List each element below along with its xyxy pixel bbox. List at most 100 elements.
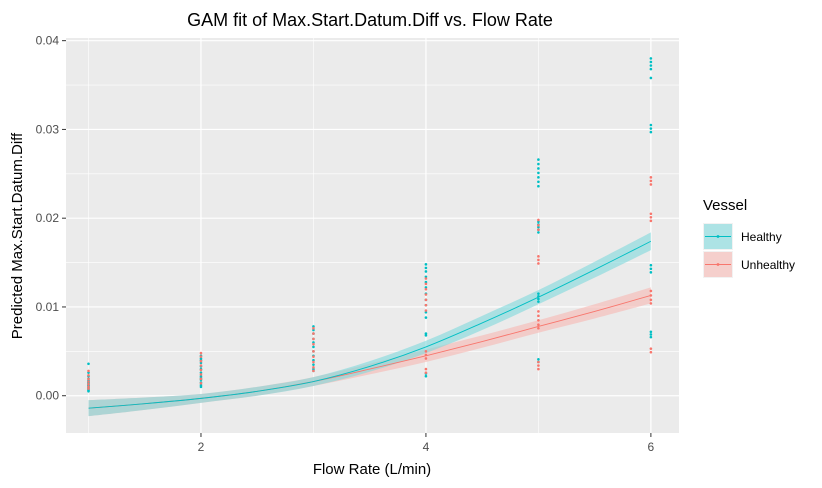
data-point-unhealthy — [87, 382, 90, 386]
data-point-unhealthy — [649, 298, 653, 302]
legend-title: Vessel — [703, 197, 747, 214]
data-point-healthy — [424, 374, 428, 378]
data-point-unhealthy — [199, 364, 203, 367]
data-point-unhealthy — [537, 364, 540, 367]
data-point-unhealthy — [87, 377, 90, 381]
data-point-unhealthy — [312, 360, 315, 364]
y-axis-title: Predicted Max.Start.Datum.Diff — [9, 132, 26, 339]
confidence-band-healthy — [88, 232, 651, 417]
x-tick-label: 4 — [423, 440, 430, 454]
data-point-unhealthy — [199, 359, 203, 363]
legend-key-point — [716, 235, 720, 238]
y-tick-label: 0.00 — [36, 389, 60, 403]
data-point-unhealthy — [537, 367, 540, 371]
data-point-healthy — [537, 358, 540, 361]
data-point-unhealthy — [537, 326, 540, 330]
data-point-unhealthy — [87, 374, 90, 377]
data-point-healthy — [312, 363, 315, 366]
x-axis-title: Flow Rate (L/min) — [313, 461, 431, 478]
data-point-unhealthy — [649, 350, 653, 354]
data-point-healthy — [537, 300, 540, 303]
data-point-healthy — [424, 263, 428, 266]
data-point-unhealthy — [199, 381, 203, 385]
data-point-unhealthy — [424, 303, 428, 307]
data-point-healthy — [649, 271, 653, 274]
data-point-healthy — [537, 162, 540, 166]
data-point-unhealthy — [312, 326, 315, 330]
data-point-healthy — [649, 330, 653, 334]
data-point-unhealthy — [87, 387, 90, 390]
data-point-unhealthy — [424, 282, 428, 286]
data-point-unhealthy — [537, 314, 540, 318]
data-point-healthy — [537, 158, 540, 161]
legend-key-point — [716, 263, 720, 266]
data-point-unhealthy — [649, 176, 653, 179]
data-point-unhealthy — [649, 183, 653, 186]
data-point-healthy — [537, 231, 540, 234]
data-point-healthy — [649, 67, 653, 71]
data-points — [87, 57, 653, 393]
legend-label-unhealthy: Unhealthy — [741, 258, 795, 272]
data-point-healthy — [649, 64, 653, 67]
data-point-unhealthy — [312, 350, 315, 353]
data-point-unhealthy — [312, 355, 315, 358]
x-tick-label: 6 — [648, 440, 655, 454]
data-point-healthy — [424, 334, 428, 337]
data-point-unhealthy — [424, 287, 428, 291]
data-point-healthy — [537, 184, 540, 188]
data-point-unhealthy — [312, 337, 315, 341]
data-point-healthy — [537, 292, 540, 295]
data-point-healthy — [537, 180, 540, 184]
data-point-healthy — [537, 176, 540, 179]
data-point-unhealthy — [199, 351, 203, 355]
data-point-unhealthy — [199, 368, 203, 372]
data-point-unhealthy — [649, 289, 653, 293]
data-point-healthy — [649, 60, 653, 64]
data-point-unhealthy — [537, 310, 540, 313]
data-point-healthy — [199, 385, 203, 389]
y-tick-label: 0.03 — [36, 122, 60, 136]
data-point-healthy — [424, 266, 428, 270]
y-tick-label: 0.02 — [36, 211, 60, 225]
data-point-unhealthy — [649, 216, 653, 219]
legend: Vessel Healthy Unhealthy — [703, 197, 795, 278]
fit-line-healthy — [88, 240, 652, 409]
y-tick-label: 0.04 — [36, 34, 60, 48]
data-point-healthy — [312, 345, 315, 349]
data-point-healthy — [87, 389, 90, 393]
data-point-healthy — [87, 362, 90, 366]
data-point-unhealthy — [424, 367, 428, 371]
data-point-healthy — [424, 316, 428, 319]
data-point-healthy — [649, 76, 653, 80]
data-point-unhealthy — [312, 366, 315, 369]
data-point-unhealthy — [424, 298, 428, 302]
data-point-healthy — [649, 123, 653, 127]
data-point-unhealthy — [537, 223, 540, 227]
chart-title: GAM fit of Max.Start.Datum.Diff vs. Flow… — [187, 10, 553, 30]
data-point-healthy — [649, 57, 653, 60]
data-point-unhealthy — [87, 369, 90, 373]
data-point-healthy — [649, 127, 653, 130]
data-point-healthy — [649, 130, 653, 134]
data-point-unhealthy — [537, 262, 540, 265]
data-point-unhealthy — [424, 371, 428, 374]
data-point-healthy — [649, 263, 653, 267]
data-point-unhealthy — [537, 323, 540, 327]
data-point-unhealthy — [537, 318, 540, 322]
data-point-unhealthy — [424, 293, 428, 296]
data-point-unhealthy — [424, 277, 428, 280]
data-point-unhealthy — [537, 218, 540, 222]
data-point-unhealthy — [649, 179, 653, 183]
data-point-unhealthy — [649, 302, 653, 305]
data-point-healthy — [537, 297, 540, 301]
y-tick-label: 0.01 — [36, 300, 60, 314]
data-point-unhealthy — [199, 377, 203, 381]
data-point-unhealthy — [649, 212, 653, 216]
data-point-healthy — [424, 270, 428, 273]
fit-lines — [88, 240, 652, 409]
data-point-unhealthy — [537, 255, 540, 258]
x-axis-ticks: 2 4 6 — [198, 433, 655, 454]
data-point-unhealthy — [312, 342, 315, 346]
data-point-unhealthy — [312, 332, 315, 335]
data-point-unhealthy — [649, 347, 653, 350]
